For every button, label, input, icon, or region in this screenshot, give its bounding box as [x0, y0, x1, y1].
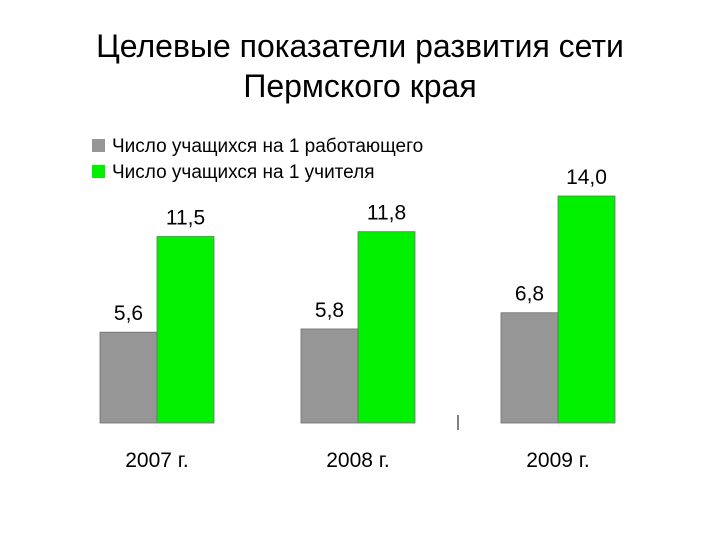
value-label-series1-2: 5,8 — [315, 299, 344, 322]
value-label-series1-3: 6,8 — [515, 283, 544, 306]
bar-series1-3 — [500, 312, 559, 424]
bar-series2-1 — [156, 236, 215, 424]
legend-swatch-2 — [92, 165, 105, 178]
value-label-series1-1: 5,6 — [114, 302, 143, 325]
bar-series1-1 — [99, 331, 158, 424]
bars — [99, 195, 616, 424]
value-labels: 5,6 11,5 5,8 11,8 6,8 14,0 — [114, 166, 607, 325]
category-label-1: 2007 г. — [125, 449, 188, 472]
legend-label-2: Число учащихся на 1 учителя — [112, 162, 374, 183]
chart-title-line-2: Пермского края — [243, 68, 477, 104]
chart-title-line-1: Целевые показатели развития сети — [96, 28, 624, 64]
chart-title: Целевые показатели развития сети Пермско… — [0, 26, 720, 106]
bar-series2-2 — [357, 231, 416, 424]
value-label-series2-2: 11,8 — [367, 202, 406, 225]
category-label-3: 2009 г. — [526, 449, 589, 472]
value-label-series2-1: 11,5 — [166, 207, 205, 230]
bar-series2-3 — [557, 195, 616, 424]
legend-label-1: Число учащихся на 1 работающего — [112, 136, 423, 157]
category-label-2: 2008 г. — [326, 449, 389, 472]
legend: Число учащихся на 1 работающего Число уча… — [92, 136, 423, 183]
bar-series1-2 — [300, 328, 359, 424]
category-labels: 2007 г. 2008 г. 2009 г. — [125, 449, 589, 472]
legend-swatch-1 — [92, 139, 105, 152]
value-label-series2-3: 14,0 — [566, 166, 607, 189]
